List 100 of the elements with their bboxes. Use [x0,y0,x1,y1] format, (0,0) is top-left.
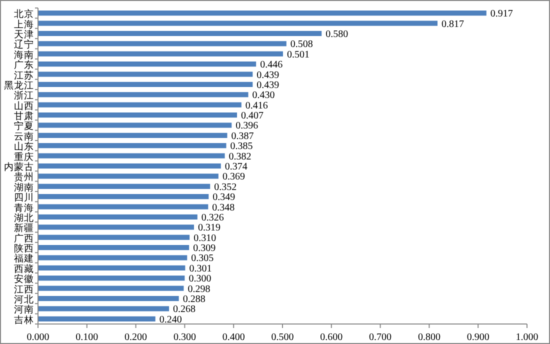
y-tick-label: 广东 [14,59,34,72]
data-label: 0.310 [194,232,216,244]
data-label: 0.439 [256,70,280,81]
data-label: 0.407 [241,110,264,122]
data-label: 0.348 [212,202,235,214]
y-tick-label: 黑龙江 [4,79,34,92]
x-tick-label: 0.400 [222,332,245,343]
bar [38,132,228,138]
data-label: 0.439 [256,80,280,91]
y-tick-label: 西藏 [14,262,34,275]
data-label: 0.319 [198,222,220,234]
y-tick-label: 贵州 [14,171,34,184]
x-tick-label: 0.200 [124,332,148,343]
bar [38,194,209,200]
data-label: 0.416 [245,100,268,112]
data-label: 0.508 [290,39,313,50]
bar [38,102,242,108]
bar [38,153,225,158]
data-label: 0.917 [490,8,513,20]
data-label: 0.369 [222,172,245,183]
y-tick-label: 辽宁 [14,38,34,51]
y-tick-label: 湖北 [14,212,34,224]
data-label: 0.430 [252,90,275,102]
data-label: 0.387 [231,130,254,142]
data-label: 0.382 [228,151,252,162]
y-tick-label: 吉林 [14,314,34,326]
bar [38,30,322,36]
bar [38,174,218,179]
y-tick-label: 云南 [14,130,34,142]
bar [38,214,198,220]
bar [38,316,156,322]
data-label: 0.446 [260,60,283,71]
y-tick-label: 湖南 [14,181,34,194]
bar [38,204,208,210]
y-tick-label: 甘肃 [14,110,34,122]
bar [38,143,226,148]
bar [38,92,248,98]
bar [38,286,184,291]
y-tick-label: 山东 [14,140,34,153]
y-tick-label: 江苏 [14,69,34,82]
x-tick-label: 0.300 [173,332,196,343]
y-tick-label: 上海 [14,18,34,30]
data-label: 0.580 [326,28,348,40]
data-label: 0.349 [212,192,236,204]
y-tick-label: 宁夏 [14,120,34,132]
x-tick-label: 0.500 [271,332,294,343]
x-tick-label: 0.900 [466,332,490,343]
x-tick-label: 1.000 [516,332,538,343]
bar [38,276,185,281]
data-label: 0.385 [230,141,253,152]
y-tick-label: 新疆 [14,222,34,234]
data-label: 0.240 [159,314,182,326]
y-tick-label: 青海 [14,202,34,214]
y-tick-label: 陕西 [14,242,34,255]
bar [38,112,238,118]
data-label: 0.817 [442,18,464,30]
data-label: 0.268 [173,304,196,316]
bar [38,296,179,302]
bar [38,265,186,270]
data-label: 0.288 [182,294,206,306]
y-tick-label: 广西 [14,232,34,244]
y-tick-label: 福建 [14,252,34,265]
data-label: 0.305 [191,253,214,264]
y-tick-label: 山西 [14,100,34,112]
bar [38,20,438,26]
data-label: 0.300 [188,274,212,285]
data-label: 0.301 [189,263,212,274]
bar [38,62,256,67]
y-tick-label: 河北 [14,294,34,306]
bar [38,10,486,16]
x-tick-label: 0.700 [369,332,392,343]
y-tick-label: 河南 [14,304,34,316]
bar [38,41,286,46]
bar [38,245,190,250]
y-tick-label: 天津 [14,28,34,40]
y-tick-label: 重庆 [14,150,34,163]
data-label: 0.396 [236,120,258,132]
bar [38,51,283,56]
bar [38,122,232,128]
data-label: 0.309 [193,243,216,254]
y-tick-label: 海南 [14,48,34,61]
bar [38,224,194,230]
data-label: 0.298 [188,284,210,295]
y-tick-label: 安徽 [14,273,34,286]
bar [38,82,253,87]
y-tick-label: 内蒙古 [4,161,34,173]
bar [38,306,170,312]
bar [38,234,190,240]
y-tick-label: 浙江 [14,90,34,102]
bar [38,184,210,189]
data-label: 0.352 [214,182,237,193]
data-label: 0.374 [224,162,248,172]
x-tick-label: 0.600 [320,332,343,343]
bar [38,255,188,260]
y-tick-label: 四川 [14,192,34,204]
bar [38,72,253,77]
data-label: 0.326 [201,212,224,224]
y-tick-label: 江西 [14,283,34,296]
x-tick-label: 0.800 [418,332,440,343]
x-tick-label: 0.100 [76,332,98,343]
